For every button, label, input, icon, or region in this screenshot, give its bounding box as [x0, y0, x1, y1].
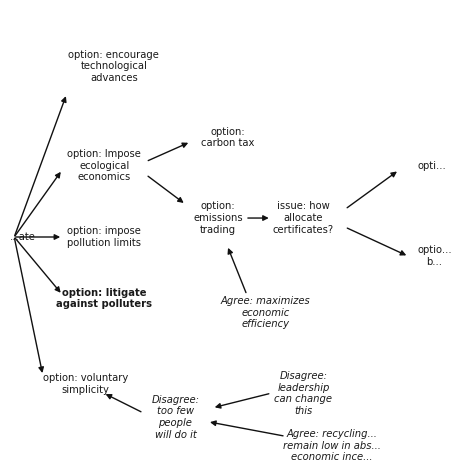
- Text: Agree: maximizes
economic
efficiency: Agree: maximizes economic efficiency: [220, 296, 310, 329]
- Text: option: Impose
ecological
economics: option: Impose ecological economics: [67, 149, 141, 182]
- Text: option:
carbon tax: option: carbon tax: [201, 127, 254, 148]
- Text: Disagree:
too few
people
will do it: Disagree: too few people will do it: [151, 395, 200, 439]
- Text: issue: how
allocate
certificates?: issue: how allocate certificates?: [273, 201, 334, 235]
- Text: ...ate: ...ate: [9, 232, 36, 242]
- Text: optio...
b...: optio... b...: [417, 245, 452, 267]
- Text: Agree: recycling...
remain low in abs...
economic ince...: Agree: recycling... remain low in abs...…: [283, 429, 381, 462]
- Text: option: litigate
against polluters: option: litigate against polluters: [56, 288, 152, 310]
- Text: option: encourage
technological
advances: option: encourage technological advances: [68, 50, 159, 83]
- Text: option: impose
pollution limits: option: impose pollution limits: [67, 226, 141, 248]
- Text: option: voluntary
simplicity: option: voluntary simplicity: [43, 373, 128, 395]
- Text: Disagree:
leadership
can change
this: Disagree: leadership can change this: [274, 371, 332, 416]
- Text: opti...: opti...: [417, 161, 446, 171]
- Text: option:
emissions
trading: option: emissions trading: [193, 201, 243, 235]
